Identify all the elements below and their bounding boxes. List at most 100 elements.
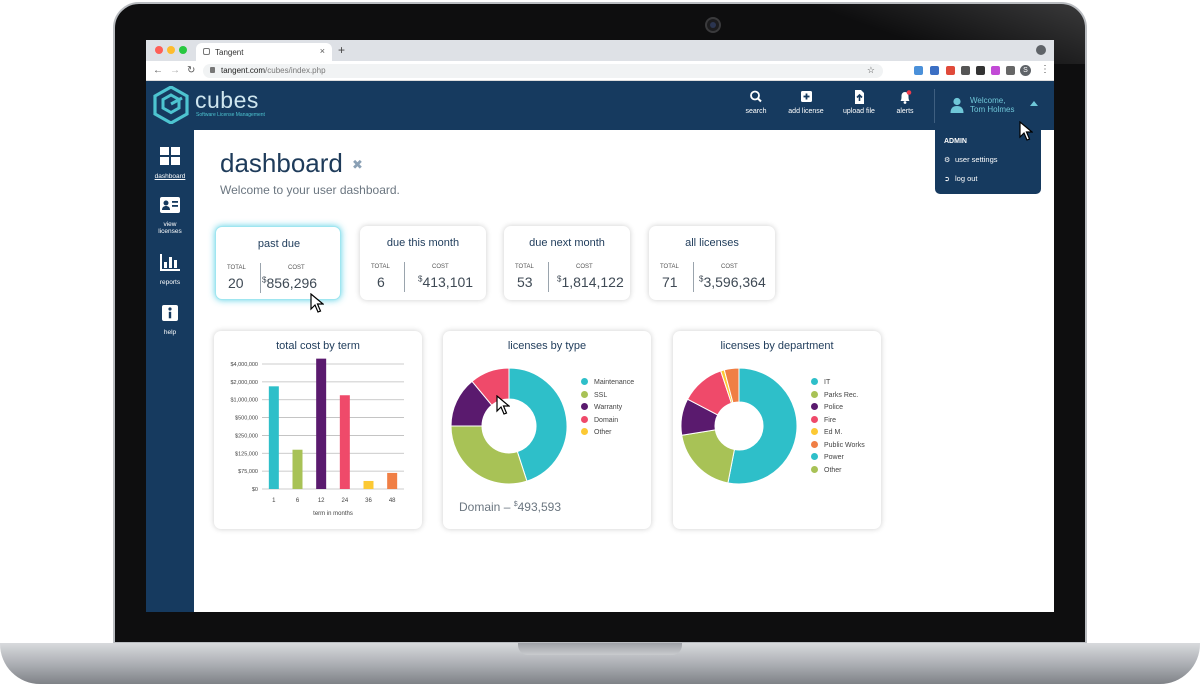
page-subtitle: Welcome to your user dashboard.: [220, 183, 400, 197]
chart-card-licenses-by-type: licenses by type Maintenance SSL Warranty D…: [443, 331, 651, 529]
legend-item[interactable]: Other: [811, 465, 865, 478]
legend-item[interactable]: Ed M.: [811, 427, 865, 440]
upload-file-button[interactable]: upload file: [829, 89, 889, 115]
y-tick-label: $75,000: [238, 469, 258, 475]
browser-toolbar: ← → ↻ tangent.com/cubes/index.php ☆ S ⋮: [146, 61, 1054, 81]
window-close-button[interactable]: [155, 46, 163, 54]
window-minimize-button[interactable]: [167, 46, 175, 54]
legend-item[interactable]: SSL: [581, 390, 634, 403]
sidebar-item-view-licenses[interactable]: view licenses: [146, 197, 194, 235]
bell-icon: [900, 90, 912, 104]
tools-icon[interactable]: ✖: [352, 157, 363, 172]
legend-label: SSL: [594, 391, 608, 399]
extension-icon[interactable]: [961, 66, 970, 75]
legend-label: Ed M.: [824, 429, 843, 436]
window-zoom-button[interactable]: [179, 46, 187, 54]
legend-swatch: [581, 390, 588, 398]
donut-slice[interactable]: [681, 429, 735, 484]
chart-title: total cost by term: [276, 340, 360, 352]
forward-arrow-icon[interactable]: →: [170, 65, 180, 76]
address-bar[interactable]: tangent.com/cubes/index.php ☆: [203, 64, 883, 78]
screen: Tangent × + ← → ↻ tangent.com/cubes/inde…: [146, 40, 1054, 612]
header-divider: [934, 89, 935, 123]
user-menu-toggle[interactable]: Welcome, Tom Holmes: [946, 91, 1046, 121]
search-button[interactable]: search: [726, 89, 786, 115]
id-card-icon: [160, 197, 180, 213]
log-out-menu-item[interactable]: ➲ log out: [944, 174, 978, 183]
legend-item[interactable]: Other: [581, 427, 634, 440]
bar[interactable]: [292, 449, 303, 489]
extension-icon[interactable]: [946, 66, 955, 75]
y-tick-label: $4,000,000: [230, 362, 258, 368]
legend-item[interactable]: Public Works: [811, 440, 865, 453]
stat-card-all-licenses[interactable]: all licenses TOTAL 71 COST $3,596,364: [649, 226, 775, 300]
stat-card-title: due this month: [386, 237, 460, 249]
user-settings-menu-item[interactable]: ⚙ user settings: [944, 155, 998, 164]
legend-swatch: [811, 390, 818, 398]
add-license-label: add license: [788, 108, 824, 115]
legend-swatch: [811, 453, 818, 460]
user-avatar-icon: [950, 97, 964, 113]
sidebar-item-help[interactable]: help: [146, 305, 194, 336]
donut-slice[interactable]: [508, 367, 568, 482]
legend-swatch: [811, 428, 818, 435]
back-arrow-icon[interactable]: ←: [153, 65, 163, 76]
puzzle-icon[interactable]: [1006, 66, 1015, 75]
tab-close-icon[interactable]: ×: [319, 46, 325, 56]
stat-card-due-next-month[interactable]: due next month TOTAL 53 COST $1,814,122: [504, 226, 630, 300]
browser-tab[interactable]: Tangent ×: [196, 43, 332, 61]
cubes-logo-icon: [153, 86, 189, 124]
plus-square-icon: [801, 91, 812, 102]
info-icon: [162, 305, 178, 321]
add-license-button[interactable]: add license: [776, 89, 836, 115]
bar[interactable]: [316, 358, 327, 489]
sidebar-item-reports[interactable]: reports: [146, 254, 194, 286]
kebab-menu-icon[interactable]: ⋮: [1040, 64, 1050, 75]
bar[interactable]: [339, 395, 350, 489]
stat-card-due-this-month[interactable]: due this month TOTAL 6 COST $413,101: [360, 226, 486, 300]
legend-item[interactable]: Parks Rec.: [811, 390, 865, 403]
legend-item[interactable]: Fire: [811, 415, 865, 428]
bar[interactable]: [363, 480, 374, 489]
donut-slice[interactable]: [727, 367, 798, 485]
new-tab-button[interactable]: +: [338, 43, 346, 57]
sidebar-item-dashboard[interactable]: dashboard: [146, 147, 194, 180]
page-icon: [203, 48, 210, 55]
stat-divider: [548, 262, 549, 292]
legend-item[interactable]: IT: [811, 377, 865, 390]
upload-file-label: upload file: [843, 108, 875, 115]
user-dropdown-menu: ADMIN ⚙ user settings ➲ log out: [935, 130, 1041, 194]
legend-item[interactable]: Warranty: [581, 402, 634, 415]
extension-icon[interactable]: [914, 66, 923, 75]
bar[interactable]: [387, 472, 398, 489]
alerts-button[interactable]: alerts: [875, 89, 935, 115]
donut-slice[interactable]: [471, 367, 510, 406]
cost-value: $856,296: [262, 275, 318, 291]
extension-icon[interactable]: [930, 66, 939, 75]
legend-item[interactable]: Police: [811, 402, 865, 415]
reload-icon[interactable]: ↻: [187, 65, 196, 76]
extension-icon[interactable]: [976, 66, 985, 75]
y-tick-label: $125,000: [235, 451, 258, 457]
sidebar-item-label: help: [163, 329, 177, 336]
bookmark-star-icon[interactable]: ☆: [866, 65, 875, 75]
legend-label: Maintenance: [594, 379, 635, 386]
stat-card-past-due[interactable]: past due TOTAL 20 COST $856,296: [215, 226, 341, 300]
brand-name[interactable]: cubes: [195, 87, 259, 113]
donut-slice[interactable]: [723, 367, 740, 404]
legend-swatch: [811, 465, 818, 473]
bar[interactable]: [268, 386, 279, 489]
browser-menu-icon[interactable]: [1036, 45, 1046, 55]
legend-item[interactable]: Maintenance: [581, 377, 634, 390]
y-tick-label: $0: [252, 487, 258, 493]
extension-icon[interactable]: [991, 66, 1000, 75]
legend-item[interactable]: Domain: [581, 415, 634, 428]
donut-slice[interactable]: [450, 425, 528, 485]
legend-label: Warranty: [594, 404, 623, 411]
legend-swatch: [811, 415, 818, 423]
legend-item[interactable]: Power: [811, 452, 865, 465]
profile-avatar[interactable]: S: [1020, 65, 1031, 76]
brand-tagline: Software License Management: [196, 112, 265, 118]
total-label: TOTAL: [515, 264, 534, 270]
x-axis-label: term in months: [313, 511, 353, 517]
